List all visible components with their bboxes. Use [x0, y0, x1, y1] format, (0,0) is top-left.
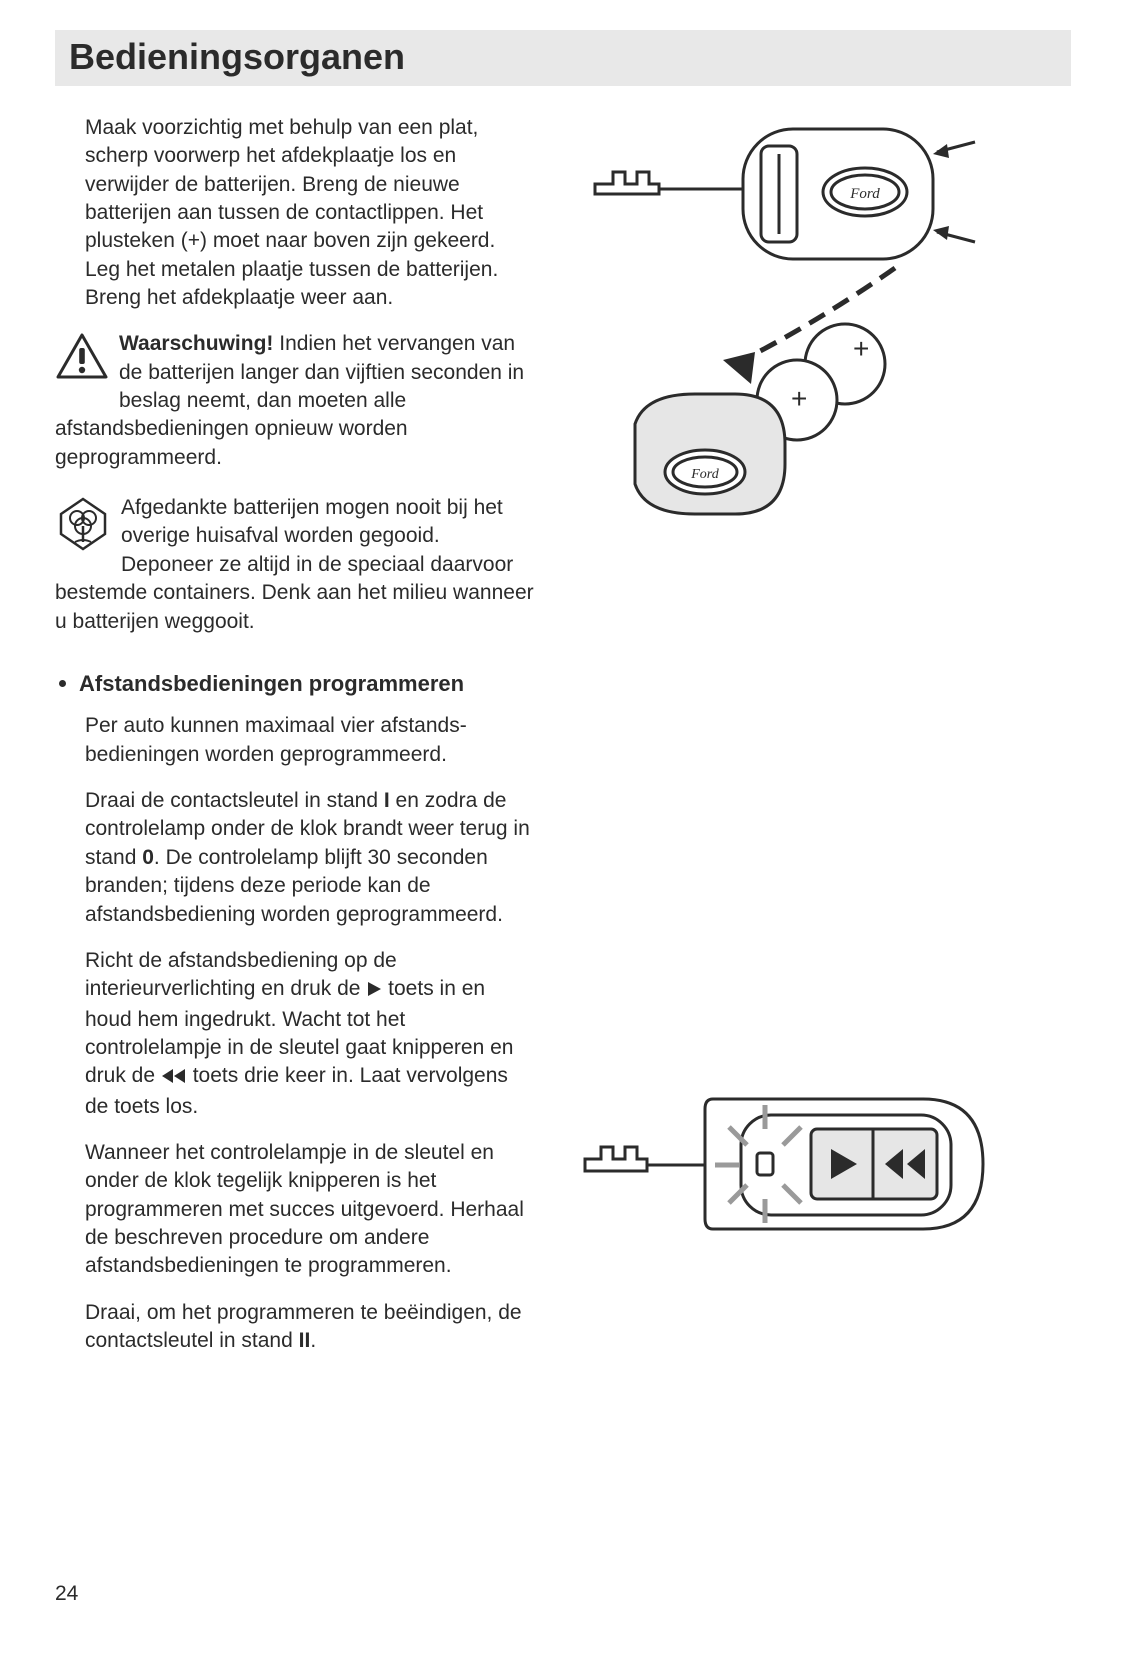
- prog-p5: Draai, om het programmeren te beëindigen…: [85, 1299, 535, 1356]
- content-columns: Maak voorzichtig met behulp van een plat…: [55, 114, 1071, 1373]
- figure-key-battery: Ford + +: [555, 104, 1071, 539]
- warning-icon: [55, 332, 109, 388]
- right-column: Ford + +: [565, 114, 1071, 1373]
- figure-key-buttons: [555, 1049, 1071, 1284]
- title-bar: Bedieningsorganen: [55, 30, 1071, 86]
- p3-a: Richt de afstandsbediening op de interie…: [85, 949, 397, 1000]
- svg-text:Ford: Ford: [690, 467, 719, 482]
- prog-p2: Draai de contactsleutel in stand I en zo…: [85, 787, 535, 929]
- prog-p4: Wanneer het controlelampje in de sleutel…: [85, 1139, 535, 1281]
- prog-p1: Per auto kunnen maximaal vier afstands­b…: [85, 712, 535, 769]
- rewind-icon: [161, 1064, 187, 1092]
- bullet-icon: [59, 680, 66, 687]
- p2-a: Draai de contactsleutel in stand: [85, 789, 384, 812]
- svg-text:+: +: [853, 333, 869, 364]
- p5-b: .: [310, 1329, 316, 1352]
- stand-0: 0: [142, 846, 154, 869]
- stand-II: II: [299, 1329, 311, 1352]
- page-number: 24: [55, 1582, 78, 1606]
- play-icon: [366, 977, 382, 1005]
- page-title: Bedieningsorganen: [69, 36, 1057, 78]
- environment-block: Afgedankte batterijen mogen nooit bij he…: [55, 494, 535, 636]
- section-heading: Afstandsbedieningen programmeren: [79, 670, 535, 699]
- svg-text:Ford: Ford: [849, 186, 880, 202]
- environment-text: Afgedankte batterijen mogen nooit bij he…: [55, 496, 534, 632]
- tree-icon: [55, 496, 111, 560]
- prog-p3: Richt de afstandsbediening op de interie…: [85, 947, 535, 1121]
- warning-block: Waarschuwing! Indien het vervangen van d…: [55, 330, 535, 472]
- warning-lead: Waarschuwing!: [119, 332, 273, 355]
- left-column: Maak voorzichtig met behulp van een plat…: [55, 114, 535, 1373]
- intro-paragraph: Maak voorzichtig met behulp van een plat…: [85, 114, 535, 312]
- section-heading-text: Afstandsbedieningen programmeren: [79, 671, 464, 696]
- svg-text:+: +: [791, 383, 807, 414]
